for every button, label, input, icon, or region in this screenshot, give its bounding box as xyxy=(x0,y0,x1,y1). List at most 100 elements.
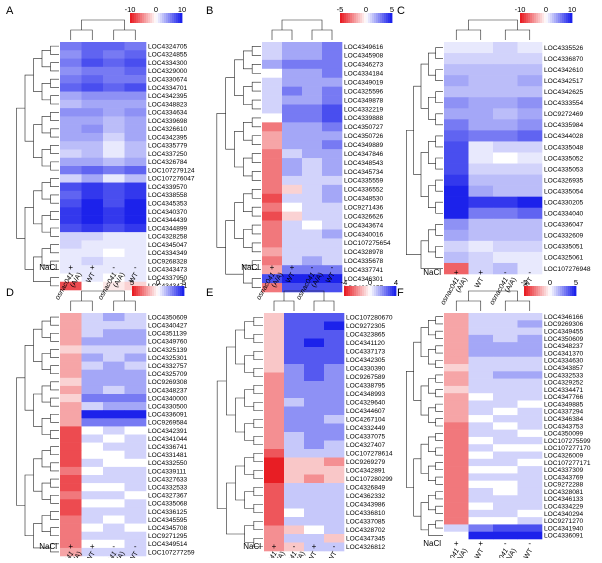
row-label: LOC4336125 xyxy=(148,509,188,516)
heatmap-cell xyxy=(103,223,125,233)
scale-swatch xyxy=(386,286,389,296)
nacl-label: NaCl xyxy=(423,539,441,548)
row-dendrogram-branch xyxy=(244,457,254,475)
heatmap-cell xyxy=(324,355,345,365)
heatmap-cell xyxy=(282,256,303,266)
nacl-sign: + xyxy=(312,542,317,551)
heatmap-cell xyxy=(60,108,82,117)
scale-tick-label: 5 xyxy=(182,278,186,287)
heatmap-cell xyxy=(60,515,82,524)
scale-swatch xyxy=(538,13,541,23)
scale-tick-label: 0 xyxy=(548,278,552,287)
heatmap-cell xyxy=(60,141,82,150)
heatmap-cell xyxy=(468,108,494,120)
heatmap-cell xyxy=(103,491,125,500)
heatmap-cell xyxy=(493,251,518,264)
heatmap-cell xyxy=(304,542,325,552)
row-dendrogram-branch xyxy=(435,223,443,236)
heatmap-cell xyxy=(493,364,518,372)
row-label: LOC4345595 xyxy=(148,517,188,524)
scale-swatch xyxy=(156,13,159,23)
row-label: LOC4335048 xyxy=(544,144,584,151)
heatmap-cell xyxy=(103,515,125,524)
heatmap-cell xyxy=(322,229,343,239)
heatmap-cell xyxy=(468,524,494,533)
heatmap-cell xyxy=(103,75,125,84)
heatmap-cell xyxy=(324,406,345,416)
heatmap-cell xyxy=(517,75,543,87)
row-label: LOC9268328 xyxy=(148,258,188,265)
row-label: LOC4337950 xyxy=(148,275,188,282)
row-label: LOC4339888 xyxy=(344,115,384,122)
heatmap-cell xyxy=(324,449,345,458)
row-label: LOC4331481 xyxy=(148,452,188,459)
heatmap-cell xyxy=(517,174,543,186)
scale-swatch xyxy=(372,13,375,23)
heatmap-cell xyxy=(282,238,303,248)
heatmap-cell xyxy=(124,265,147,274)
heatmap-cell xyxy=(444,364,469,372)
row-label: LOC107280299 xyxy=(346,476,393,483)
scale-swatch xyxy=(178,13,181,23)
heatmap-cell xyxy=(304,466,325,475)
heatmap-cell xyxy=(124,499,147,508)
scale-swatch xyxy=(390,13,393,23)
heatmap-cell xyxy=(103,190,125,200)
scale-swatch xyxy=(540,286,543,296)
scale-swatch xyxy=(386,13,389,23)
heatmap-cell xyxy=(284,508,305,518)
heatmap-cell xyxy=(322,158,343,168)
row-dendrogram-branch xyxy=(225,77,235,150)
row-label: LOC4335678 xyxy=(344,258,384,265)
heatmap-cell xyxy=(444,196,469,209)
heatmap-cell xyxy=(304,534,325,543)
heatmap-cell xyxy=(444,436,469,445)
heatmap-cell xyxy=(493,42,518,54)
heatmap-cell xyxy=(282,175,303,186)
scale-swatch xyxy=(382,13,385,23)
scale-swatch xyxy=(560,13,563,23)
heatmap-cell xyxy=(517,415,543,423)
heatmap-cell xyxy=(284,449,305,458)
row-label: LOC4341044 xyxy=(148,436,188,443)
heatmap-cell xyxy=(444,407,469,416)
row-label: LOC107280670 xyxy=(346,315,393,322)
row-label: LOC4336741 xyxy=(148,444,188,451)
genotype-label: WT xyxy=(474,547,486,558)
heatmap-cell xyxy=(103,199,125,208)
heatmap-cell xyxy=(60,215,82,225)
heatmap-cell xyxy=(444,229,469,242)
row-label: LOC4326849 xyxy=(346,485,386,492)
heatmap-cell xyxy=(304,355,325,365)
heatmap-cell xyxy=(124,240,147,249)
heatmap-cell xyxy=(444,240,469,253)
heatmap-cell xyxy=(493,108,518,120)
heatmap-cell xyxy=(103,215,125,225)
heatmap-cell xyxy=(493,196,518,209)
heatmap-cell xyxy=(493,458,518,467)
heatmap-cell xyxy=(468,320,494,328)
heatmap-cell xyxy=(81,132,104,142)
heatmap-cell xyxy=(304,525,325,535)
scale-swatch xyxy=(340,13,343,23)
row-dendrogram-branch xyxy=(435,316,443,325)
scale-swatch xyxy=(534,13,537,23)
scale-swatch xyxy=(528,286,531,296)
row-label: LOC107277171 xyxy=(544,460,591,467)
heatmap-cell xyxy=(60,458,82,468)
heatmap-cell xyxy=(517,429,543,438)
heatmap-cell xyxy=(103,256,125,266)
genotype-label: WT xyxy=(327,550,339,558)
genotype-label: WT xyxy=(523,547,535,558)
row-label: LOC4326009 xyxy=(544,452,584,459)
row-label: LOC4324855 xyxy=(148,52,188,59)
heatmap-cell xyxy=(322,95,343,105)
heatmap-cell xyxy=(103,124,125,134)
heatmap-cell xyxy=(468,436,494,445)
row-label: LOC4351139 xyxy=(148,331,187,338)
heatmap-cell xyxy=(81,531,104,541)
heatmap-cell xyxy=(322,140,343,150)
heatmap-cell xyxy=(493,240,518,253)
row-label: LOC4336810 xyxy=(346,510,386,517)
row-label: LOC4337294 xyxy=(544,409,584,416)
